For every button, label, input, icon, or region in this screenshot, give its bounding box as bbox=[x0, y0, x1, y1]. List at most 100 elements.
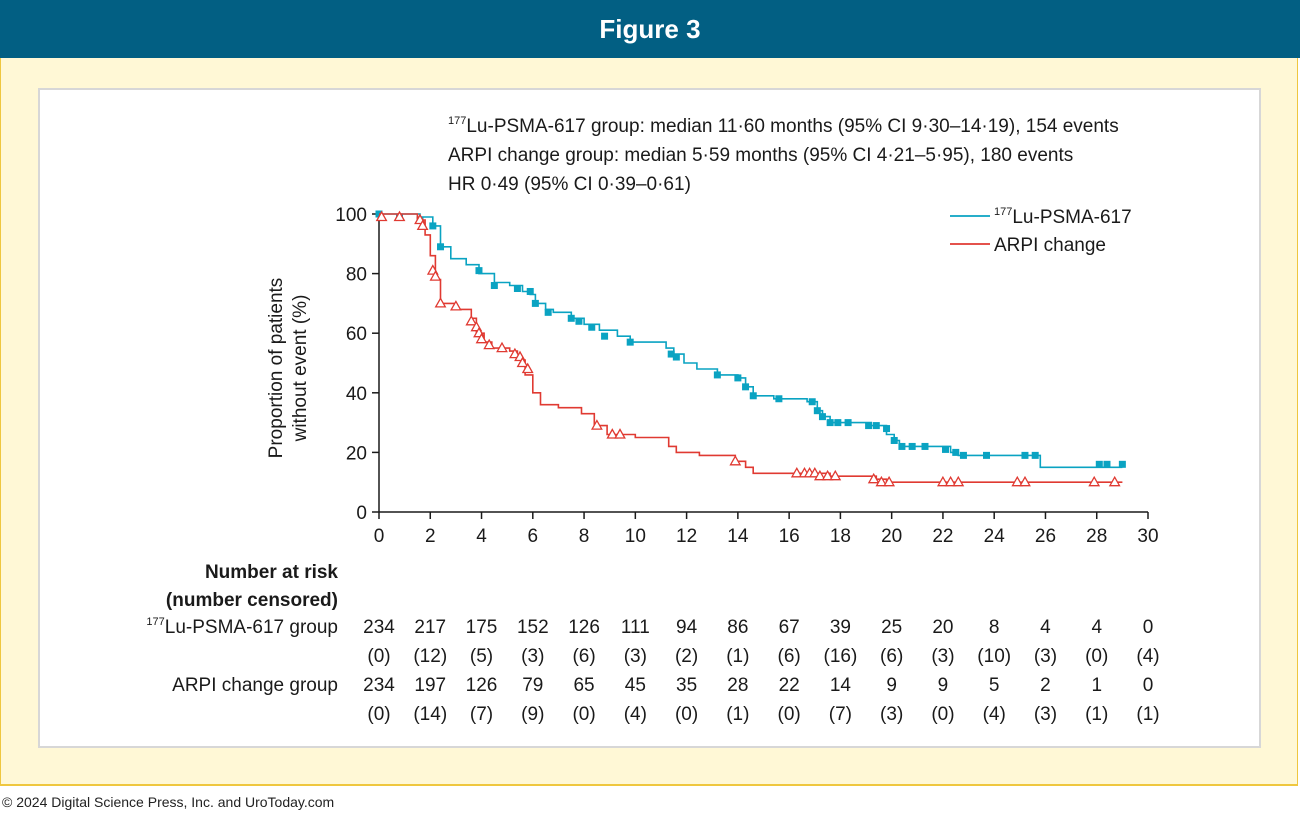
censor-mark-lu bbox=[813, 407, 821, 415]
censor-mark-arpi bbox=[590, 419, 603, 430]
x-tick-label: 22 bbox=[932, 526, 953, 547]
y-tick-label: 60 bbox=[346, 324, 367, 345]
x-tick-label: 18 bbox=[830, 526, 851, 547]
censor-mark-arpi bbox=[829, 469, 842, 481]
y-axis-label-line-2: without event (%) bbox=[290, 295, 311, 443]
risk-row-label-arpi: ARPI change group bbox=[172, 675, 338, 696]
censored-arpi: (14) bbox=[413, 704, 447, 725]
x-tick-label: 2 bbox=[425, 526, 436, 547]
censored-lu: (3) bbox=[624, 646, 647, 667]
censor-mark-arpi bbox=[393, 210, 406, 222]
y-tick-label: 80 bbox=[346, 265, 367, 286]
at-risk-lu: 4 bbox=[1091, 617, 1102, 638]
series-layer bbox=[375, 210, 1126, 487]
km-chart: 177Lu-PSMA-617 group: median 11·60 month… bbox=[146, 115, 1159, 725]
x-tick-label: 16 bbox=[779, 526, 800, 547]
censored-arpi: (0) bbox=[778, 704, 801, 725]
censored-arpi: (0) bbox=[931, 704, 954, 725]
censor-mark-lu bbox=[1095, 460, 1103, 468]
x-tick-label: 28 bbox=[1086, 526, 1107, 547]
figure-title: Figure 3 bbox=[599, 14, 701, 44]
censor-mark-lu bbox=[952, 448, 960, 456]
censor-mark-lu bbox=[588, 323, 596, 331]
y-tick-label: 0 bbox=[356, 503, 367, 524]
censor-mark-lu bbox=[818, 413, 826, 421]
stats-line-2: ARPI change group: median 5·59 months (9… bbox=[448, 145, 1073, 166]
at-risk-lu: 94 bbox=[676, 617, 698, 638]
figure-title-bar: Figure 3 bbox=[0, 0, 1300, 58]
censored-arpi: (3) bbox=[1034, 704, 1057, 725]
stats-line-3: HR 0·49 (95% CI 0·39–0·61) bbox=[448, 174, 691, 195]
x-tick-label: 14 bbox=[727, 526, 749, 547]
censor-mark-lu bbox=[531, 299, 539, 307]
y-axis-label-line-1: Proportion of patients bbox=[266, 278, 287, 459]
risk-table: 234(0)217(12)175(5)152(3)126(6)111(3)94(… bbox=[363, 617, 1159, 725]
censored-lu: (4) bbox=[1136, 646, 1159, 667]
at-risk-arpi: 197 bbox=[414, 675, 446, 696]
at-risk-arpi: 35 bbox=[676, 675, 697, 696]
censor-mark-arpi bbox=[496, 341, 508, 353]
censor-mark-lu bbox=[1103, 460, 1111, 468]
censor-mark-arpi bbox=[375, 210, 388, 222]
x-tick-label: 4 bbox=[476, 526, 487, 547]
censor-mark-lu bbox=[775, 395, 783, 403]
at-risk-arpi: 9 bbox=[886, 675, 897, 696]
censor-mark-lu bbox=[672, 353, 680, 361]
at-risk-lu: 0 bbox=[1143, 617, 1154, 638]
censored-lu: (3) bbox=[521, 646, 544, 667]
stats-line-1: 177Lu-PSMA-617 group: median 11·60 month… bbox=[448, 115, 1119, 137]
legend-arpi: ARPI change bbox=[994, 235, 1106, 256]
censor-mark-arpi bbox=[729, 454, 742, 466]
censored-lu: (1) bbox=[726, 646, 749, 667]
censored-arpi: (3) bbox=[880, 704, 903, 725]
censor-mark-arpi bbox=[936, 475, 949, 487]
x-tick-label: 24 bbox=[984, 526, 1006, 547]
censor-mark-arpi bbox=[465, 314, 478, 326]
x-tick-label: 30 bbox=[1137, 526, 1158, 547]
censor-mark-lu bbox=[959, 451, 967, 459]
at-risk-lu: 111 bbox=[621, 617, 650, 638]
censor-mark-lu bbox=[1031, 451, 1039, 459]
censor-mark-lu bbox=[626, 338, 634, 346]
stats-line-1-text: Lu-PSMA-617 group: median 11·60 months (… bbox=[466, 116, 1118, 137]
x-tick-label: 10 bbox=[625, 526, 646, 547]
censor-mark-arpi bbox=[867, 472, 880, 484]
censor-mark-lu bbox=[513, 285, 521, 292]
x-tick-label: 20 bbox=[881, 526, 902, 547]
censored-lu: (16) bbox=[824, 646, 858, 667]
censored-lu: (3) bbox=[931, 646, 954, 667]
censored-arpi: (1) bbox=[726, 704, 749, 725]
censor-mark-arpi bbox=[883, 475, 896, 487]
risk-heading-line-1: Number at risk bbox=[205, 562, 338, 583]
censor-mark-lu bbox=[742, 383, 750, 391]
at-risk-lu: 4 bbox=[1040, 617, 1051, 638]
at-risk-lu: 67 bbox=[779, 617, 800, 638]
censor-mark-lu bbox=[429, 222, 437, 230]
stats-line-1-sup: 177 bbox=[448, 115, 466, 127]
at-risk-arpi: 126 bbox=[466, 675, 498, 696]
censor-mark-arpi bbox=[1019, 475, 1031, 487]
at-risk-lu: 86 bbox=[727, 617, 748, 638]
censor-mark-arpi bbox=[875, 475, 888, 487]
censor-mark-lu bbox=[526, 287, 534, 295]
censor-mark-arpi bbox=[1011, 475, 1024, 487]
censor-mark-lu bbox=[921, 442, 929, 450]
censor-mark-arpi bbox=[429, 270, 442, 281]
censor-mark-arpi bbox=[821, 469, 834, 481]
at-risk-lu: 25 bbox=[881, 617, 902, 638]
copyright-footer: © 2024 Digital Science Press, Inc. and U… bbox=[2, 794, 335, 810]
censored-lu: (3) bbox=[1034, 646, 1057, 667]
censored-lu: (2) bbox=[675, 646, 698, 667]
censored-lu: (12) bbox=[413, 646, 447, 667]
at-risk-arpi: 2 bbox=[1040, 675, 1051, 696]
censored-arpi: (1) bbox=[1136, 704, 1159, 725]
censor-mark-arpi bbox=[790, 466, 803, 478]
at-risk-lu: 152 bbox=[517, 617, 549, 638]
y-tick-label: 40 bbox=[346, 384, 367, 405]
at-risk-lu: 39 bbox=[830, 617, 851, 638]
censored-lu: (10) bbox=[977, 646, 1011, 667]
censor-mark-lu bbox=[437, 243, 445, 251]
censor-mark-arpi bbox=[434, 297, 447, 308]
censor-mark-lu bbox=[601, 332, 609, 340]
